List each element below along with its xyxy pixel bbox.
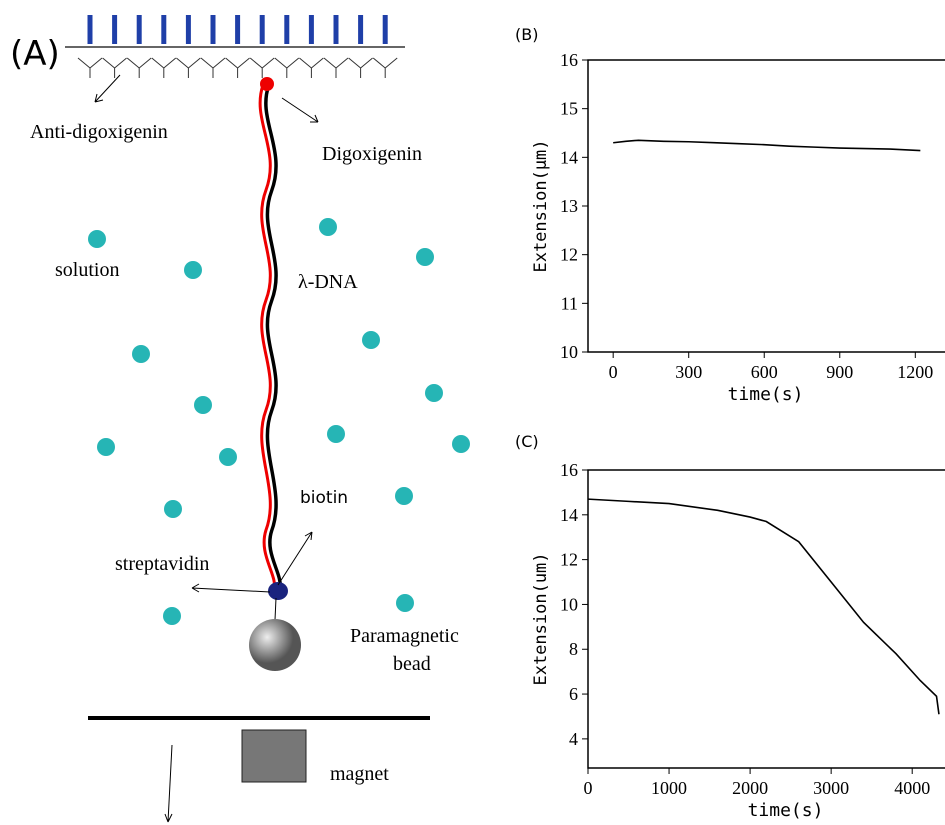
dna-strand bbox=[260, 84, 279, 591]
label: biotin bbox=[300, 488, 348, 508]
label: Anti-digoxigenin bbox=[30, 121, 168, 143]
molecule bbox=[416, 248, 434, 266]
y-tick-label: 11 bbox=[561, 293, 578, 313]
link bbox=[274, 597, 277, 621]
label: solution bbox=[55, 259, 119, 281]
data-line bbox=[587, 498, 940, 715]
antibodies bbox=[77, 15, 398, 78]
y-tick-label: 16 bbox=[560, 50, 578, 70]
label: magnet bbox=[330, 763, 389, 785]
label: Digoxigenin bbox=[322, 143, 422, 165]
diagram: (A) Anti-digoxigenin Digoxigenin solutio… bbox=[10, 15, 470, 823]
x-tick-label: 900 bbox=[826, 362, 853, 382]
bead bbox=[249, 619, 301, 671]
x-tick-label: 600 bbox=[751, 362, 778, 382]
molecule bbox=[452, 435, 470, 453]
molecule bbox=[164, 500, 182, 518]
molecule bbox=[362, 331, 380, 349]
y-tick-label: 12 bbox=[560, 245, 578, 265]
panel-label: (C) bbox=[515, 432, 539, 451]
y-tick-label: 14 bbox=[560, 505, 578, 525]
y-tick-label: 4 bbox=[569, 729, 578, 749]
label: streptavidin bbox=[115, 553, 209, 575]
x-axis-label: time(s) bbox=[748, 800, 824, 821]
molecule bbox=[425, 384, 443, 402]
chart: (C) 4 6 8 10 12 14 16 0 1000 2000 3000 4000 time(s) Ex… bbox=[515, 432, 945, 821]
streptavidin bbox=[268, 582, 288, 600]
y-tick-label: 14 bbox=[560, 147, 578, 167]
label: bead bbox=[393, 653, 431, 675]
x-axis-label: time(s) bbox=[728, 384, 804, 405]
x-tick-label: 3000 bbox=[813, 778, 849, 798]
y-tick-label: 8 bbox=[569, 639, 578, 659]
molecule bbox=[319, 218, 337, 236]
x-tick-label: 1200 bbox=[897, 362, 933, 382]
molecule bbox=[132, 345, 150, 363]
x-tick-label: 0 bbox=[609, 362, 618, 382]
x-tick-label: 1000 bbox=[651, 778, 687, 798]
molecule bbox=[396, 594, 414, 612]
antibody-y bbox=[372, 57, 398, 78]
y-tick-label: 12 bbox=[560, 550, 578, 570]
panel-label: (B) bbox=[515, 25, 538, 44]
arrows bbox=[94, 74, 319, 823]
molecule bbox=[88, 230, 106, 248]
antibody-y bbox=[225, 57, 250, 78]
y-axis-label: Extension(um) bbox=[531, 552, 551, 685]
antibody-y bbox=[323, 57, 349, 78]
plot-frame bbox=[587, 469, 945, 769]
panel-label: (A) bbox=[10, 34, 60, 74]
dna-strand bbox=[258, 84, 277, 591]
molecule bbox=[163, 607, 181, 625]
y-tick-label: 6 bbox=[569, 684, 578, 704]
molecule bbox=[395, 487, 413, 505]
molecule bbox=[219, 448, 237, 466]
molecule bbox=[97, 438, 115, 456]
digoxigenin bbox=[260, 77, 274, 91]
chart: (B) 10 11 12 13 14 15 16 0 300 600 900 1200 time(s) Ex… bbox=[515, 25, 945, 405]
molecule bbox=[184, 261, 202, 279]
y-tick-label: 16 bbox=[560, 460, 578, 480]
antibody-y bbox=[126, 57, 152, 78]
molecule bbox=[194, 396, 212, 414]
molecule bbox=[327, 425, 345, 443]
antibody-y bbox=[200, 57, 226, 78]
antibody-y bbox=[77, 57, 103, 78]
antibody-y bbox=[299, 57, 324, 78]
label: Paramagnetic bbox=[350, 625, 459, 647]
solution-molecules bbox=[88, 218, 470, 625]
data-line bbox=[613, 139, 921, 152]
x-tick-label: 4000 bbox=[894, 778, 930, 798]
magnet bbox=[241, 729, 307, 783]
antibody-y bbox=[274, 57, 300, 78]
x-tick-label: 0 bbox=[584, 778, 593, 798]
antibody-y bbox=[102, 57, 127, 78]
x-tick-label: 300 bbox=[675, 362, 702, 382]
plot-frame bbox=[587, 59, 945, 353]
y-tick-label: 10 bbox=[560, 342, 578, 362]
x-tick-label: 2000 bbox=[732, 778, 768, 798]
antibody-y bbox=[249, 57, 275, 78]
antibody-y bbox=[151, 57, 177, 78]
y-axis-label: Extension(μm) bbox=[531, 139, 551, 272]
antibody-y bbox=[176, 57, 201, 78]
y-tick-label: 15 bbox=[560, 99, 578, 119]
y-tick-label: 10 bbox=[560, 594, 578, 614]
y-tick-label: 13 bbox=[560, 196, 578, 216]
antibody-y bbox=[348, 57, 373, 78]
diagram-labels: Anti-digoxigenin Digoxigenin solution λ-… bbox=[30, 121, 459, 785]
label: λ-DNA bbox=[298, 271, 358, 293]
